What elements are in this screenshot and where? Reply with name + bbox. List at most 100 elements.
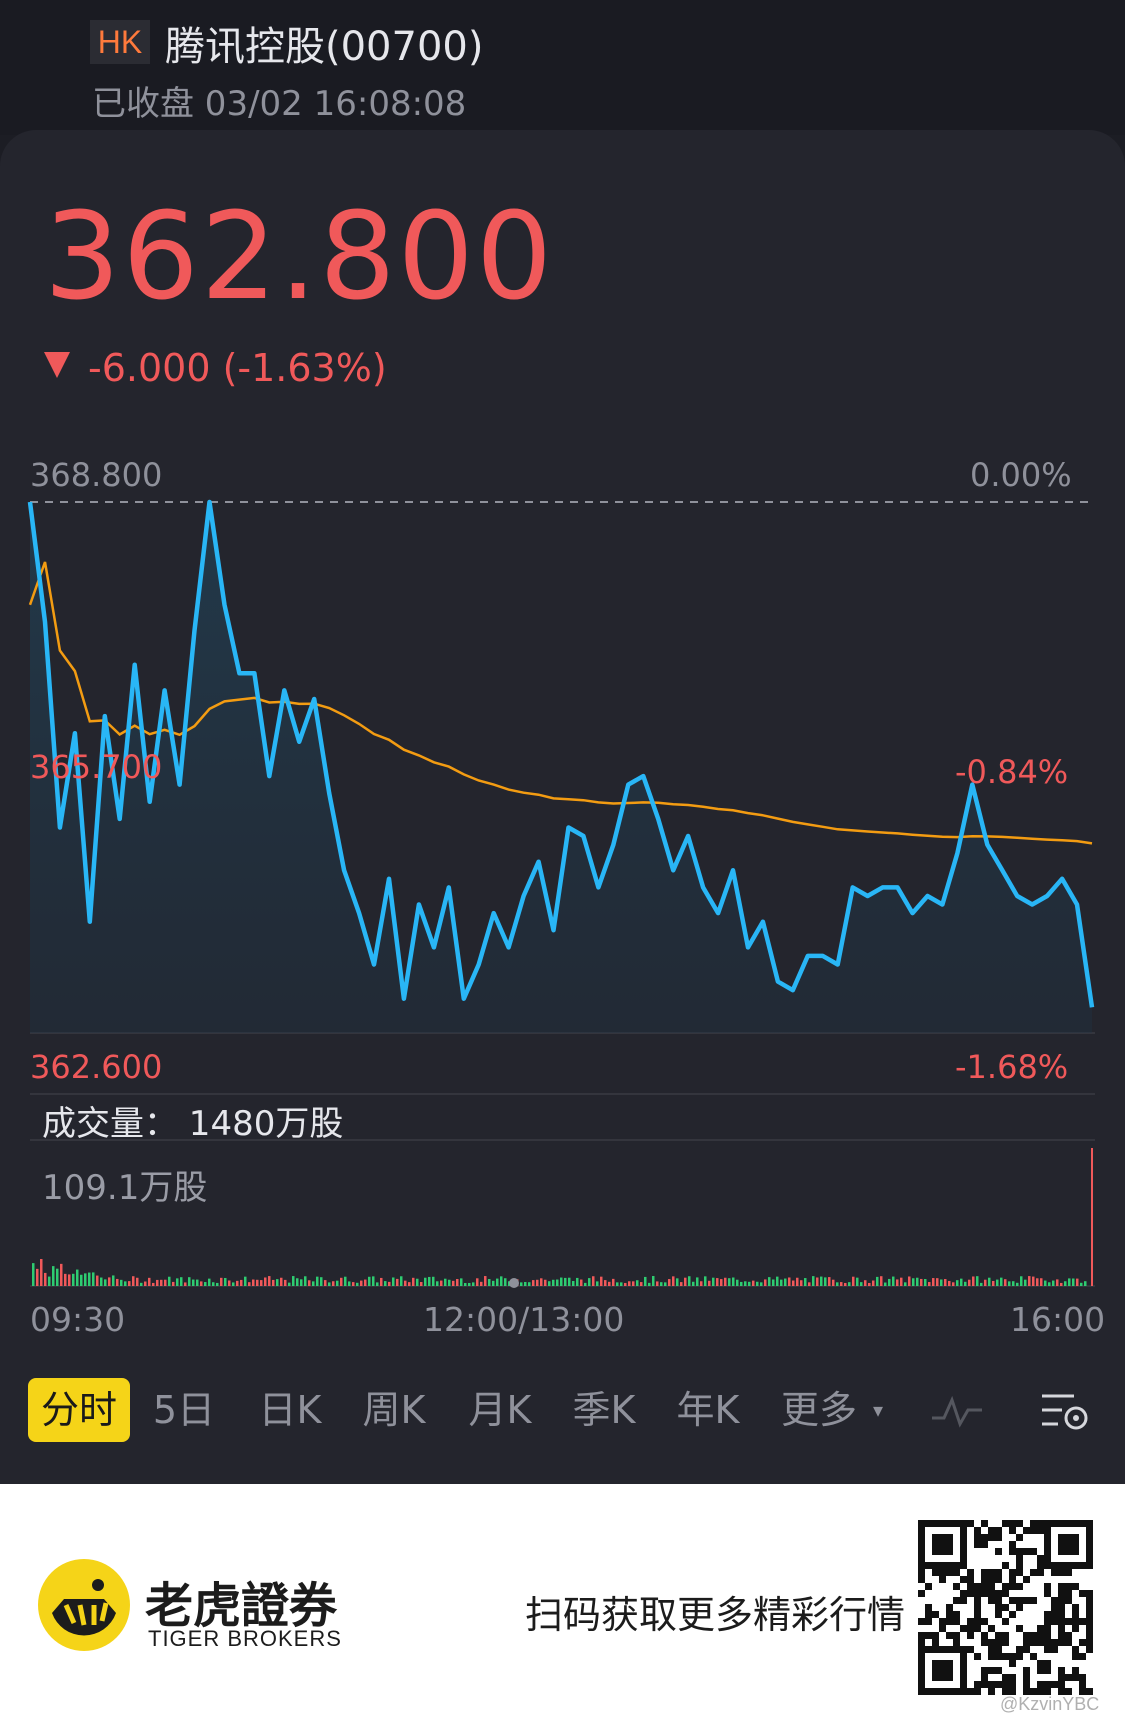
tab-monthly-k[interactable]: 月K [468,1388,532,1432]
tab-weekly-k[interactable]: 周K [362,1388,426,1432]
volume-bar [664,1282,667,1286]
volume-bar [728,1278,731,1286]
tab-intraday[interactable]: 分时 [28,1378,130,1442]
brand-name-en: TIGER BROKERS [148,1626,342,1651]
tab-more[interactable]: 更多 [780,1388,857,1432]
volume-bar [268,1276,271,1286]
qr-code[interactable] [918,1520,1093,1695]
volume-bar [908,1276,911,1286]
y-top-pct: 0.00% [970,456,1072,494]
tab-yearly-k[interactable]: 年K [676,1388,740,1432]
volume-bar [408,1282,411,1286]
volume-bar [616,1282,619,1286]
volume-bar [828,1277,831,1286]
volume-bar [216,1282,219,1286]
chevron-down-icon[interactable]: ▾ [872,1398,884,1422]
volume-bar [788,1277,791,1286]
volume-bar [264,1277,267,1286]
tab-quarterly-k[interactable]: 季K [572,1388,636,1432]
volume-bar [436,1281,439,1286]
volume-bar [900,1277,903,1286]
tab-daily-k[interactable]: 日K [258,1388,322,1432]
volume-bar [140,1282,143,1286]
volume-bar [612,1278,615,1286]
volume-bar [736,1279,739,1286]
volume-bar [808,1282,811,1286]
volume-bar [916,1277,919,1286]
volume-bar [1068,1278,1071,1286]
volume-bar [824,1277,827,1286]
volume-bar [988,1277,991,1286]
volume-bar [332,1281,335,1286]
volume-bar [296,1278,299,1286]
time-close: 16:00 [1010,1300,1106,1339]
total-volume: 成交量： 1480万股 [42,1104,344,1144]
volume-bar [856,1277,859,1286]
volume-bar [656,1281,659,1286]
volume-bar [368,1276,371,1286]
volume-bar [688,1276,691,1286]
volume-bar [528,1282,531,1286]
volume-bar [652,1276,655,1286]
volume-bar [1044,1280,1047,1286]
volume-bar [96,1275,99,1286]
chart-settings-icon[interactable] [1040,1390,1090,1432]
volume-bar [144,1281,147,1286]
volume-bar [772,1279,775,1286]
volume-bar [164,1279,167,1286]
volume-bar [540,1278,543,1286]
price-area [30,502,1092,1033]
volume-bar [820,1276,823,1286]
volume-bar [948,1280,951,1286]
volume-bar [1084,1281,1087,1286]
volume-bar [864,1280,867,1286]
volume-bar [952,1282,955,1286]
volume-bar [348,1281,351,1286]
volume-bar [40,1259,43,1286]
volume-bar [732,1277,735,1286]
volume-bar [184,1282,187,1286]
market-status: 已收盘 03/02 16:08:08 [92,84,467,124]
volume-bar [120,1279,123,1286]
volume-bar [472,1282,475,1286]
volume-bar [504,1278,507,1286]
volume-bar [840,1282,843,1286]
volume-bar [708,1280,711,1286]
intraday-chart[interactable] [0,0,1125,1370]
volume-bar [352,1282,355,1286]
volume-bar [976,1276,979,1286]
volume-bar [552,1279,555,1286]
volume-bar [580,1279,583,1286]
volume-bar [520,1282,523,1286]
volume-bar [648,1282,651,1286]
volume-bar [428,1276,431,1286]
volume-bar [156,1279,159,1286]
volume-bar [388,1281,391,1286]
volume-bar [836,1282,839,1286]
indicator-icon[interactable] [930,1392,984,1430]
volume-bar [500,1276,503,1286]
volume-bar [744,1281,747,1286]
volume-bar [376,1282,379,1286]
volume-bar [260,1280,263,1286]
tab-5day[interactable]: 5日 [152,1388,216,1432]
volume-bar [532,1280,535,1286]
volume-bar [1020,1276,1023,1286]
volume-bar [800,1280,803,1286]
volume-bar [752,1280,755,1286]
volume-bar [404,1280,407,1286]
volume-bar [84,1273,87,1286]
last-price: 362.800 [44,188,555,327]
volume-bar [960,1278,963,1286]
volume-bar [488,1279,491,1286]
volume-bar [284,1279,287,1286]
volume-bar [936,1278,939,1286]
volume-bar [584,1282,587,1286]
volume-bar [172,1281,175,1286]
volume-bar [456,1279,459,1286]
volume-bar [924,1279,927,1286]
volume-bar [672,1276,675,1286]
volume-bar [696,1277,699,1286]
time-mid: 12:00/13:00 [423,1300,625,1339]
y-mid-price: 365.700 [30,748,163,786]
